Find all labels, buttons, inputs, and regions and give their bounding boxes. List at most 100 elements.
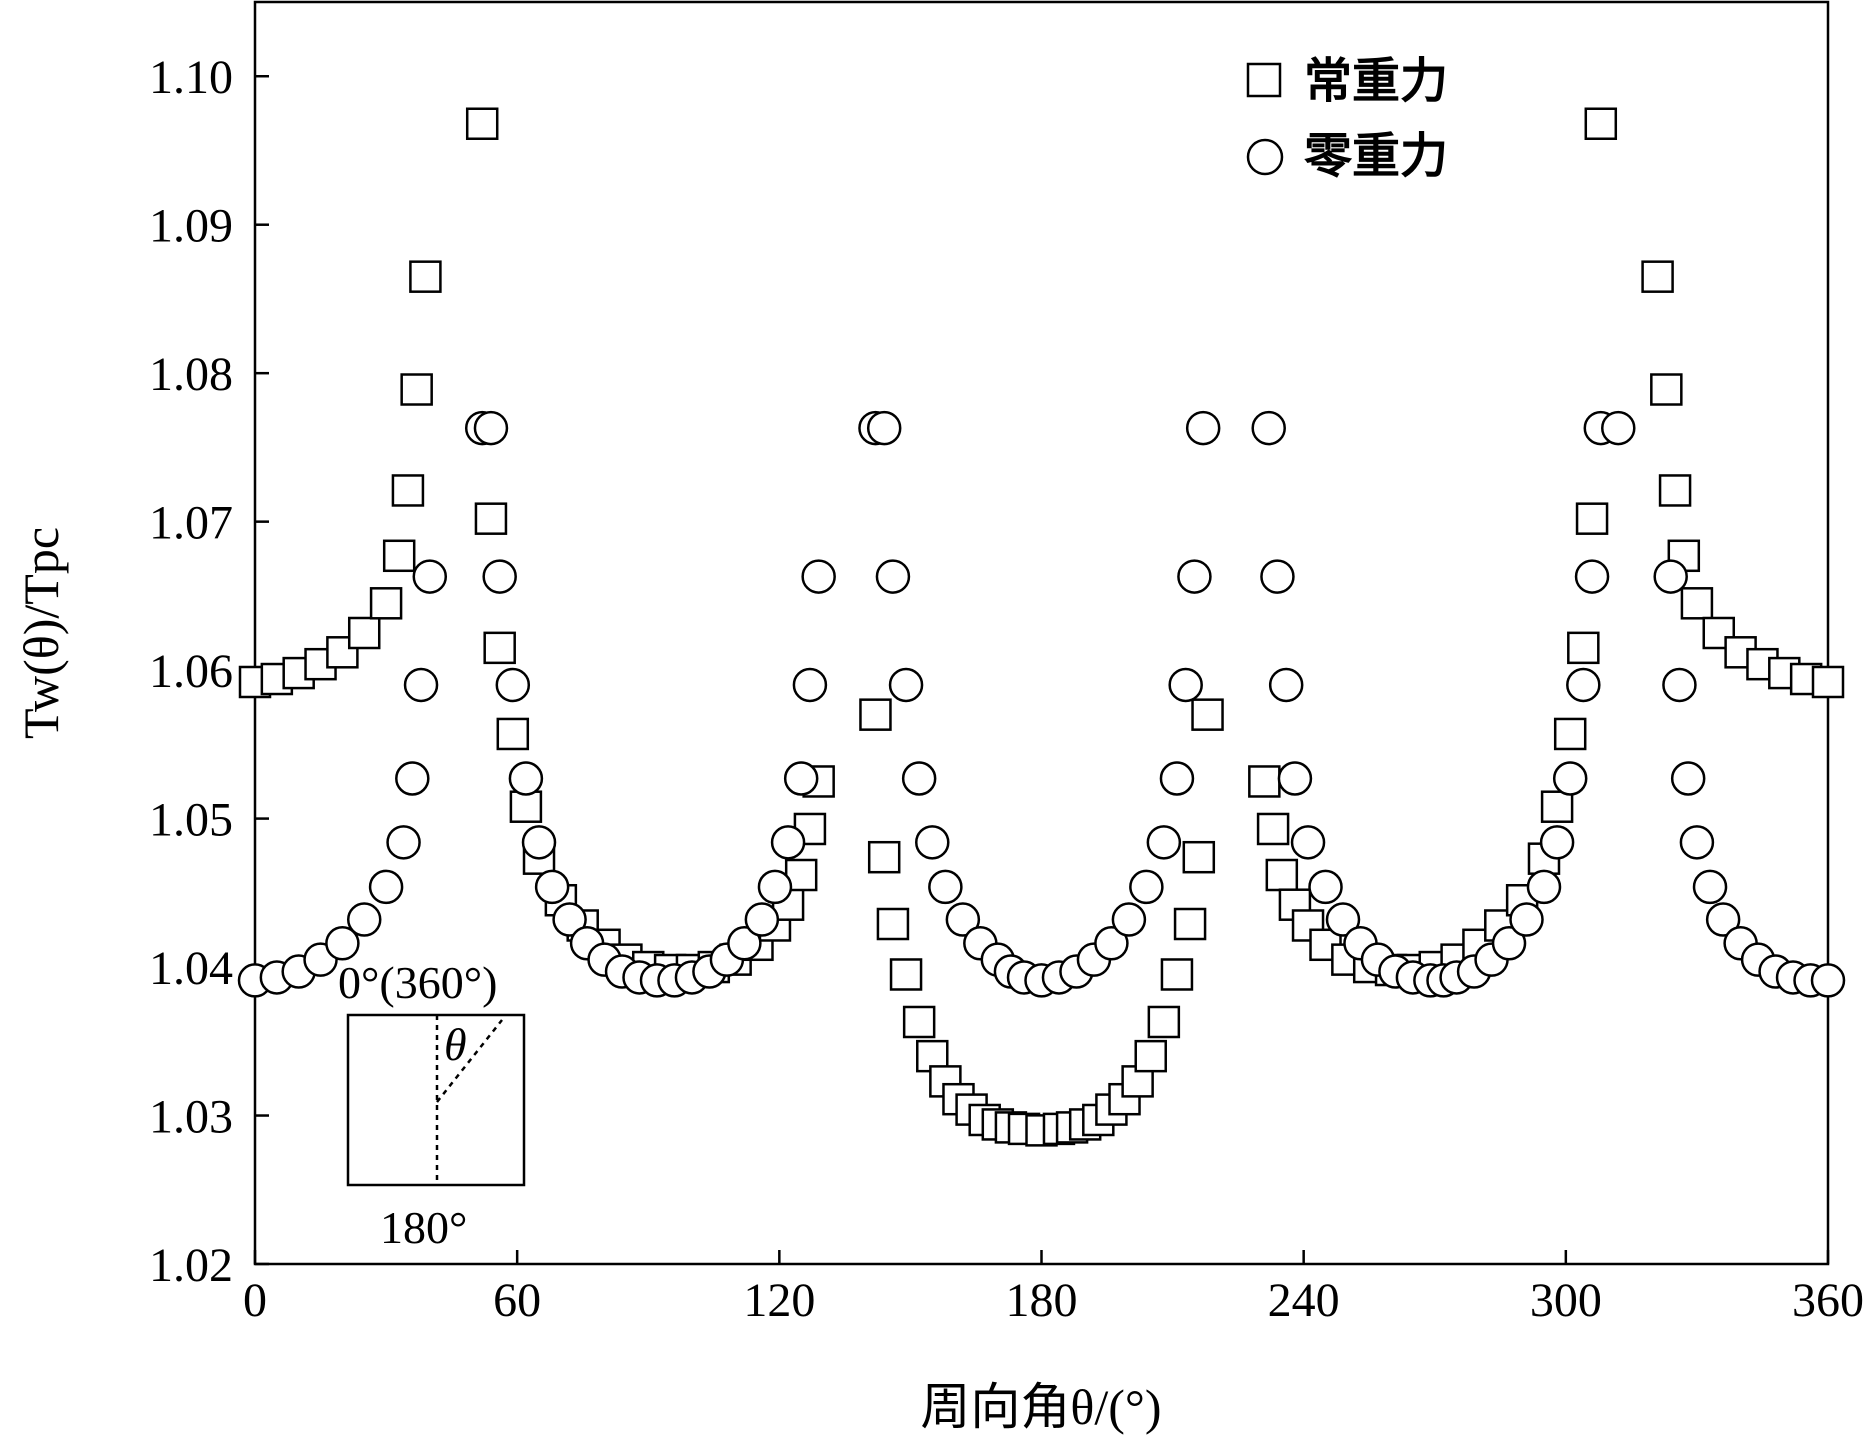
y-tick-label-8: 1.10 xyxy=(149,51,233,104)
circle-marker-75 xyxy=(1491,926,1527,961)
circle-marker-88 xyxy=(1692,869,1728,905)
square-marker-33 xyxy=(867,840,901,874)
legend-circle-marker xyxy=(1246,138,1284,176)
circle-marker-28 xyxy=(727,926,762,961)
circle-marker-61 xyxy=(1268,667,1304,703)
square-marker-55 xyxy=(1160,958,1194,991)
square-marker-6 xyxy=(369,587,403,620)
x-tick-label-3: 180 xyxy=(1006,1274,1078,1327)
circle-marker-13 xyxy=(482,559,517,594)
data-markers xyxy=(237,107,1846,1147)
inset-diagram: 0°(360°) θ 180° xyxy=(338,957,526,1253)
circle-marker-33 xyxy=(792,667,828,703)
circle-marker-42 xyxy=(945,902,981,937)
square-marker-77 xyxy=(1567,631,1600,665)
y-axis-label: Tw(θ)/Tpc xyxy=(13,527,69,739)
square-marker-10 xyxy=(409,260,442,293)
square-marker-56 xyxy=(1173,907,1207,941)
square-marker-35 xyxy=(889,958,923,991)
circle-marker-57 xyxy=(1177,559,1212,594)
circle-marker-17 xyxy=(534,869,570,905)
circle-marker-9 xyxy=(403,667,439,703)
inset-angle-dash xyxy=(436,1019,503,1103)
x-axis-label: 周向角θ/(°) xyxy=(920,1379,1161,1435)
series-1 xyxy=(237,410,1846,998)
legend-label-zero-gravity: 零重力 xyxy=(1304,128,1448,184)
circle-marker-84 xyxy=(1653,559,1688,594)
circle-marker-41 xyxy=(928,869,963,905)
circle-marker-80 xyxy=(1566,667,1601,703)
circle-marker-10 xyxy=(412,559,448,594)
x-tick-label-2: 120 xyxy=(743,1274,815,1327)
y-tick-label-1: 1.03 xyxy=(149,1091,233,1144)
circle-marker-78 xyxy=(1539,825,1575,860)
square-marker-78 xyxy=(1575,502,1609,535)
circle-marker-58 xyxy=(1185,410,1221,446)
circle-marker-18 xyxy=(552,902,587,937)
circle-marker-14 xyxy=(495,667,531,703)
circle-marker-51 xyxy=(1094,926,1129,961)
circle-marker-6 xyxy=(368,869,404,905)
circle-marker-38 xyxy=(888,667,924,703)
x-tick-label-5: 300 xyxy=(1530,1274,1602,1327)
square-marker-5 xyxy=(347,616,381,650)
circle-marker-79 xyxy=(1552,761,1588,796)
y-tick-label-7: 1.09 xyxy=(149,200,233,253)
square-marker-7 xyxy=(382,539,416,573)
circle-marker-89 xyxy=(1705,902,1741,937)
circle-marker-77 xyxy=(1526,869,1562,905)
inset-top-label: 0°(360°) xyxy=(338,957,497,1008)
y-tick-label-4: 1.06 xyxy=(149,645,233,698)
square-marker-81 xyxy=(1650,373,1683,406)
circle-marker-55 xyxy=(1159,761,1195,796)
circle-marker-36 xyxy=(866,410,902,446)
y-tick-label-6: 1.08 xyxy=(149,348,233,401)
x-tick-label-4: 240 xyxy=(1268,1274,1340,1327)
circle-marker-59 xyxy=(1251,410,1286,446)
circle-marker-8 xyxy=(395,761,430,796)
square-marker-90 xyxy=(1811,665,1845,699)
square-marker-53 xyxy=(1134,1039,1167,1073)
square-marker-57 xyxy=(1182,840,1216,874)
circle-marker-64 xyxy=(1308,869,1343,905)
square-marker-15 xyxy=(509,790,543,823)
square-marker-11 xyxy=(465,107,499,140)
circle-marker-60 xyxy=(1260,559,1295,594)
x-tick-label-1: 60 xyxy=(493,1274,541,1327)
square-marker-12 xyxy=(474,502,508,535)
square-marker-82 xyxy=(1658,474,1692,507)
square-marker-34 xyxy=(876,907,910,941)
y-tick-label-3: 1.05 xyxy=(149,794,233,847)
circle-marker-32 xyxy=(783,761,819,796)
square-marker-8 xyxy=(391,474,425,507)
square-marker-32 xyxy=(859,698,892,731)
x-tick-label-6: 360 xyxy=(1792,1274,1864,1327)
circle-marker-34 xyxy=(801,559,836,594)
square-marker-79 xyxy=(1584,107,1618,140)
square-marker-36 xyxy=(902,1005,936,1039)
circle-marker-37 xyxy=(875,559,911,594)
circle-marker-15 xyxy=(508,761,544,796)
circle-marker-56 xyxy=(1168,667,1203,703)
circle-marker-65 xyxy=(1325,902,1361,937)
x-tick-label-0: 0 xyxy=(243,1274,267,1327)
circle-marker-4 xyxy=(325,926,360,961)
square-marker-58 xyxy=(1191,698,1224,731)
square-marker-61 xyxy=(1265,858,1299,892)
circle-marker-81 xyxy=(1574,559,1610,594)
circle-marker-95 xyxy=(1810,963,1846,998)
legend: 常重力 零重力 xyxy=(1246,53,1448,184)
square-marker-14 xyxy=(496,717,530,751)
square-marker-75 xyxy=(1540,790,1574,823)
circle-marker-62 xyxy=(1277,761,1313,796)
circle-marker-52 xyxy=(1111,902,1147,937)
square-marker-30 xyxy=(793,812,827,846)
square-marker-9 xyxy=(400,373,433,406)
legend-label-normal-gravity: 常重力 xyxy=(1304,53,1448,109)
square-marker-84 xyxy=(1680,587,1714,620)
circle-marker-31 xyxy=(770,825,806,860)
square-marker-60 xyxy=(1256,812,1290,846)
inset-bottom-label: 180° xyxy=(380,1202,467,1253)
circle-marker-85 xyxy=(1662,667,1697,703)
